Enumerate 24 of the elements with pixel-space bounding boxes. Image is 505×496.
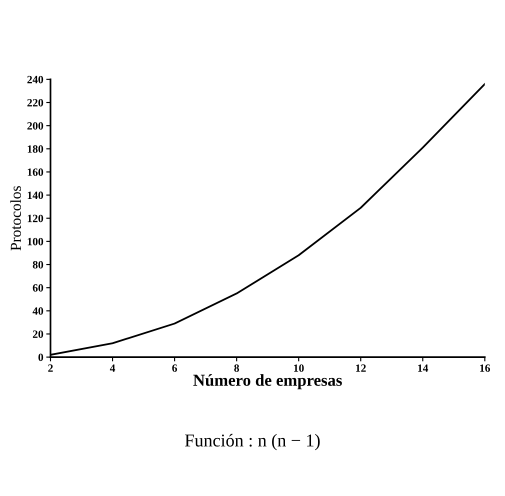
x-tick-label: 4 (110, 364, 116, 372)
y-tick-label: 140 (28, 192, 44, 200)
y-tick-label: 20 (32, 330, 44, 338)
y-tick-label: 100 (28, 238, 44, 246)
y-tick-label: 0 (38, 354, 44, 362)
y-tick-label: 160 (28, 168, 44, 176)
x-tick-label: 6 (172, 364, 178, 372)
x-tick-label: 2 (48, 364, 53, 372)
y-tick-label: 60 (32, 284, 44, 292)
x-axis-title: Número de empresas (193, 374, 342, 390)
text: Función : n (n − 1) (184, 434, 320, 450)
y-tick-label: 180 (28, 145, 44, 153)
x-tick-label: 8 (234, 364, 240, 372)
y-tick-label: 220 (27, 98, 44, 106)
x-tick-label: 10 (294, 364, 304, 372)
y-tick-label: 80 (32, 261, 44, 268)
x-tick-label: 14 (418, 364, 428, 372)
x-tick-label: 12 (356, 364, 366, 372)
y-tick-label: 200 (27, 122, 44, 130)
y-tick-label: 120 (28, 214, 44, 222)
y-tick-label: 40 (32, 307, 44, 315)
x-tick-label: 16 (480, 364, 490, 372)
y-axis-title: Protocolos (10, 186, 22, 250)
y-tick-label: 240 (27, 76, 44, 84)
